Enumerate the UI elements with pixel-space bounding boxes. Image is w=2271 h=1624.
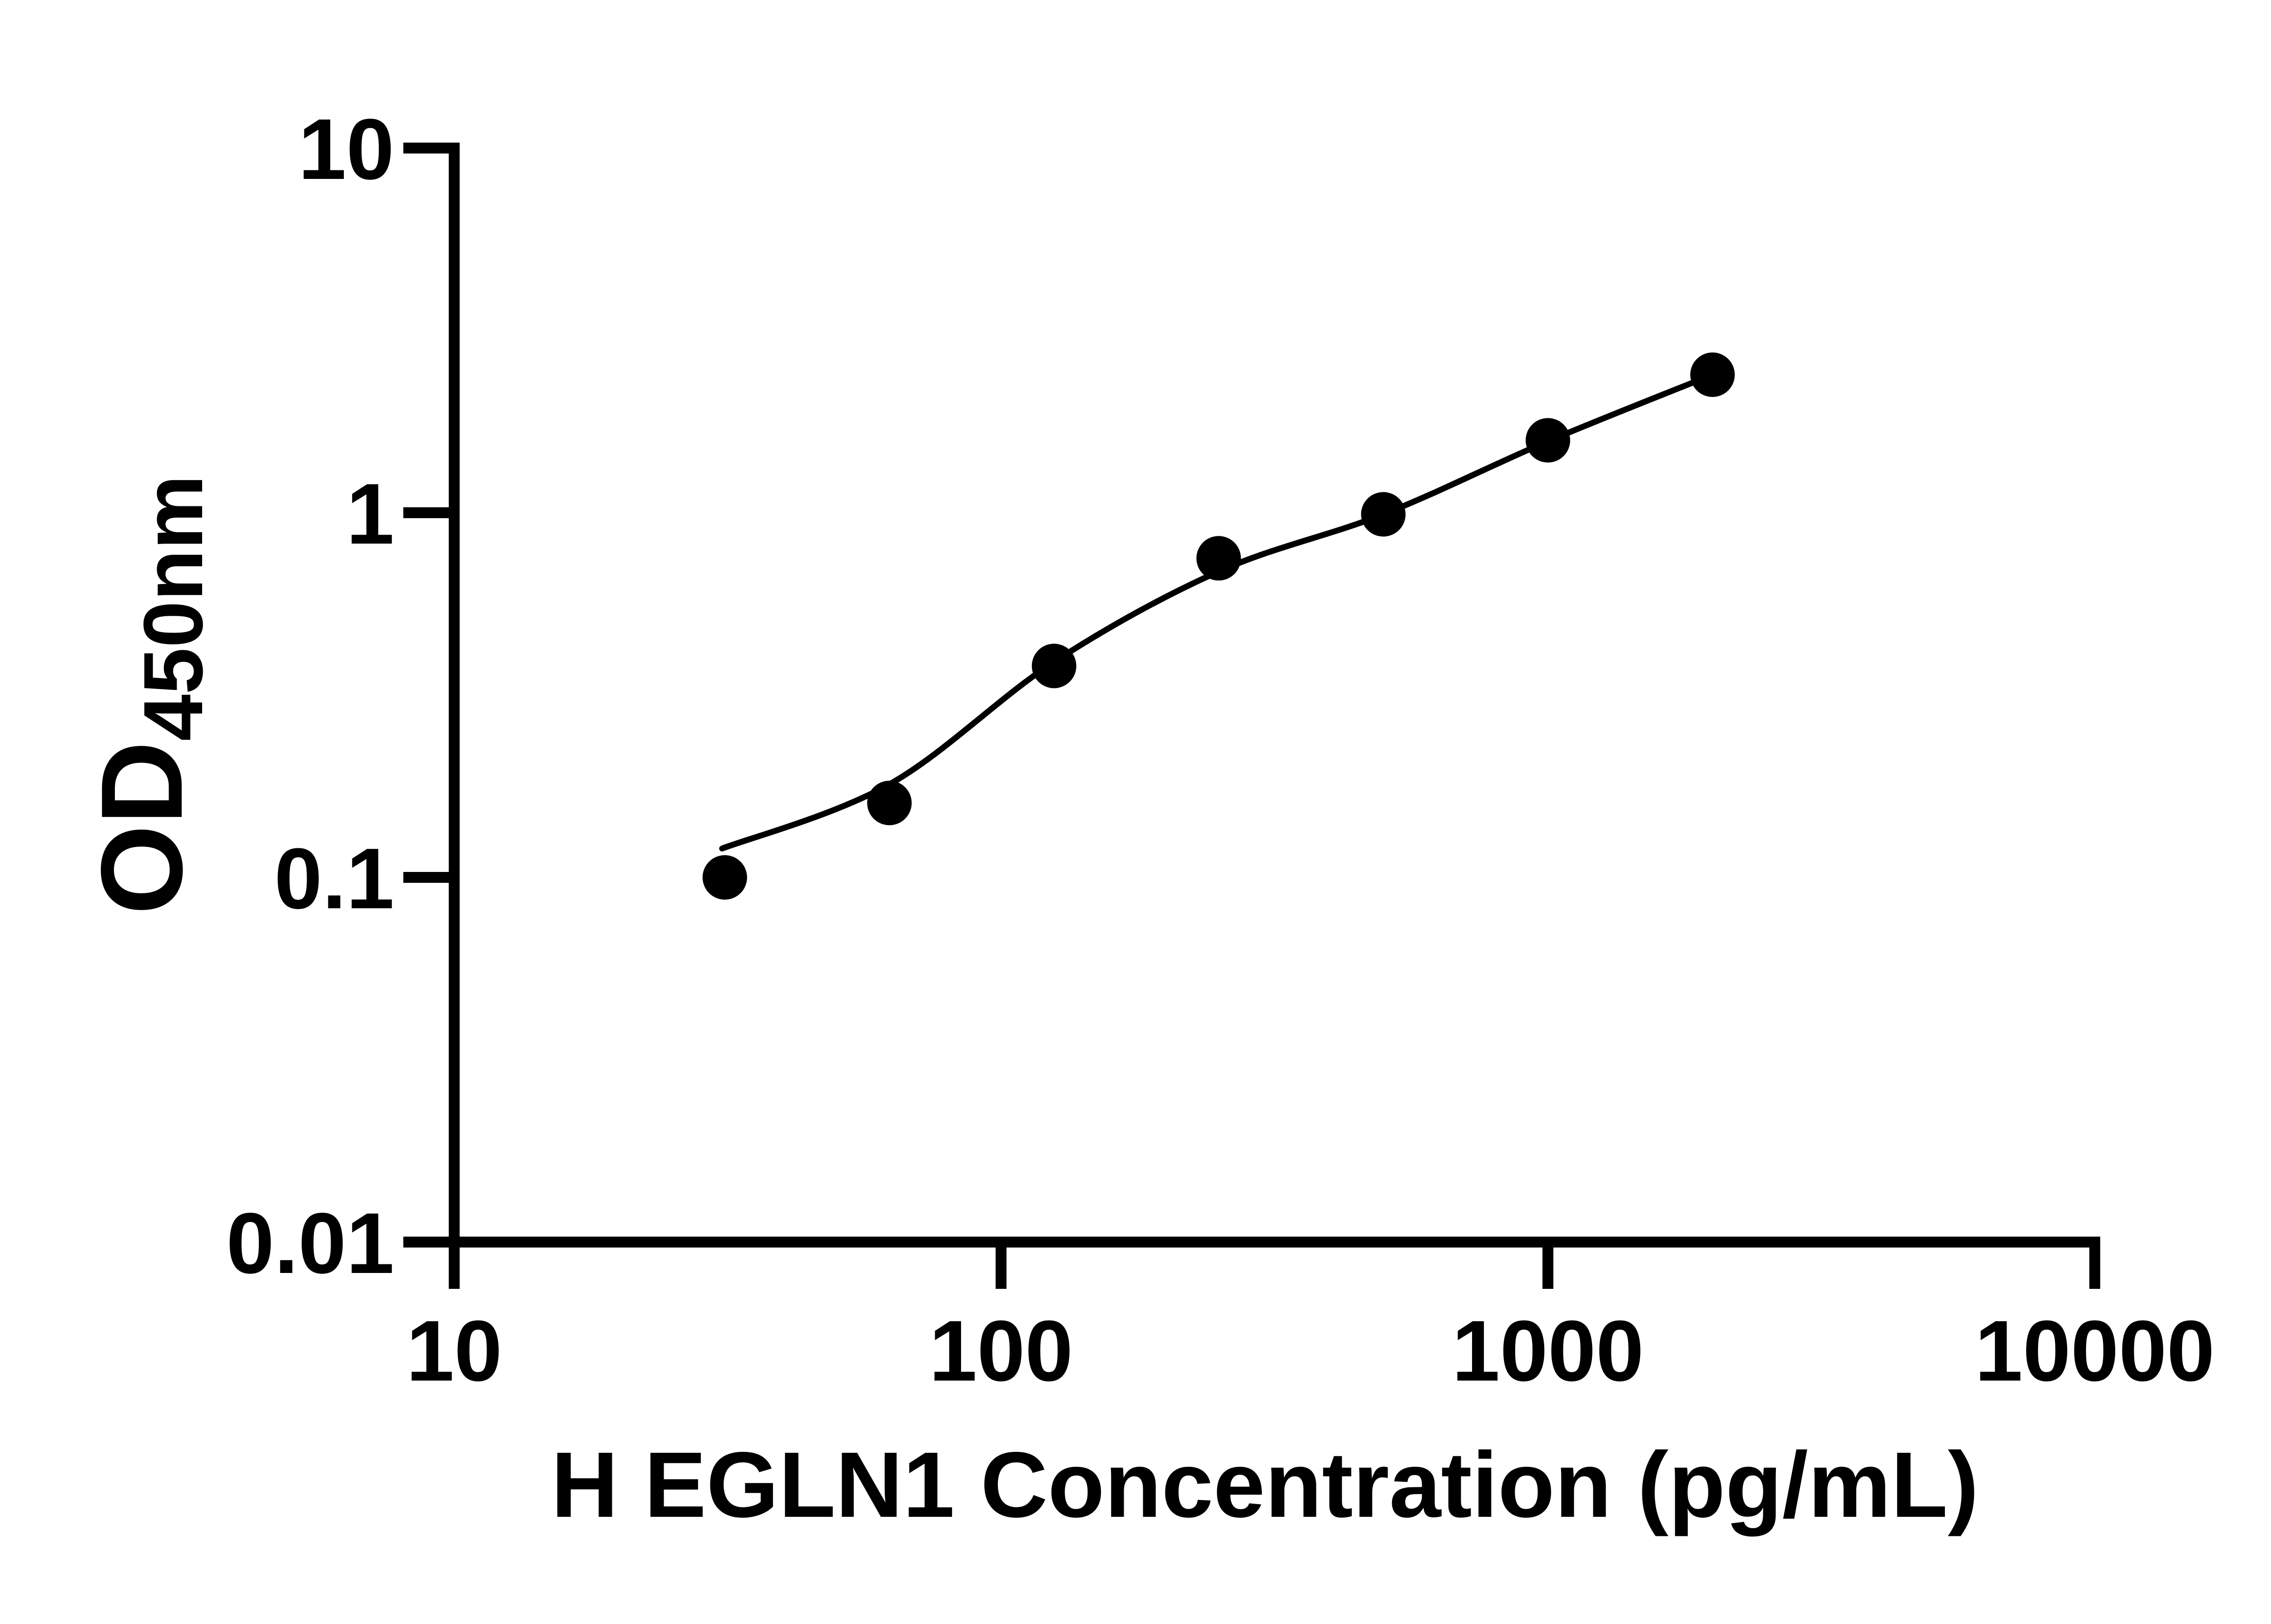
x-tick-label: 10000 <box>1975 1303 2215 1399</box>
data-points-group <box>702 352 1735 900</box>
y-axis-ticks: 10 1 0.1 0.01 <box>226 101 460 1292</box>
data-point <box>702 855 747 900</box>
y-tick-label: 0.1 <box>274 831 394 927</box>
y-axis-title: OD450nm <box>77 475 220 915</box>
x-tick-label: 100 <box>929 1303 1073 1399</box>
y-axis-title-main: OD <box>77 741 207 915</box>
data-point <box>1361 492 1406 537</box>
data-point <box>1196 536 1241 581</box>
x-tick-label: 10 <box>406 1303 502 1399</box>
x-axis-ticks: 10 100 1000 10000 <box>406 1242 2215 1399</box>
y-tick-label: 0.01 <box>226 1195 394 1292</box>
y-tick-label: 1 <box>346 466 394 562</box>
x-tick-label: 1000 <box>1452 1303 1644 1399</box>
y-tick-label: 10 <box>298 101 394 198</box>
data-point <box>867 781 912 826</box>
data-point <box>1031 644 1076 688</box>
data-point <box>1526 418 1570 463</box>
x-axis-title: H EGLN1 Concentration (pg/mL) <box>551 1433 1978 1537</box>
data-point <box>1690 352 1735 397</box>
y-axis-title-subscript: 450nm <box>127 475 220 741</box>
